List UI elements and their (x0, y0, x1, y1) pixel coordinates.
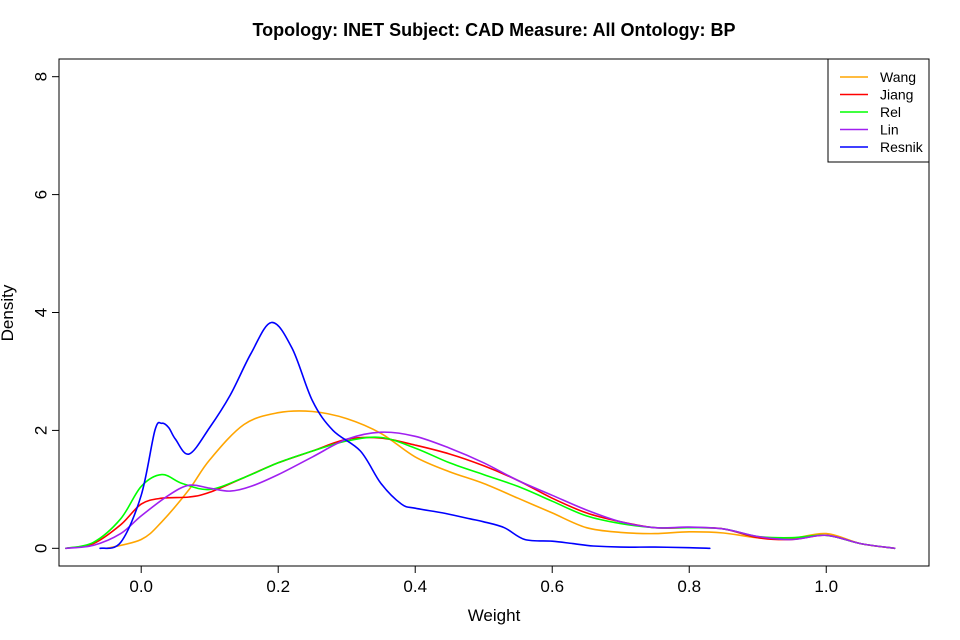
legend-item-resnik: Resnik (840, 139, 924, 155)
y-tick-label: 0 (32, 544, 51, 553)
series-line-resnik (99, 321, 711, 550)
legend-label: Lin (880, 122, 899, 138)
y-tick-label: 8 (32, 72, 51, 81)
chart-title: Topology: INET Subject: CAD Measure: All… (252, 20, 735, 40)
legend-label: Jiang (880, 87, 913, 103)
x-tick-label: 0.6 (540, 577, 564, 596)
legend-item-jiang: Jiang (840, 87, 913, 103)
y-axis: 0 2 4 6 8 (32, 72, 60, 553)
legend-label: Resnik (880, 139, 924, 155)
x-tick-label: 0.0 (129, 577, 153, 596)
y-tick-label: 4 (32, 308, 51, 317)
x-tick-label: 1.0 (814, 577, 838, 596)
series-line-lin (65, 431, 896, 550)
legend-item-lin: Lin (840, 122, 899, 138)
series-layer (65, 321, 896, 550)
series-line-jiang (65, 436, 896, 550)
y-tick-label: 6 (32, 190, 51, 199)
y-axis-label: Density (0, 284, 17, 341)
legend-label: Rel (880, 104, 901, 120)
legend-item-rel: Rel (840, 104, 901, 120)
x-tick-label: 0.8 (677, 577, 701, 596)
x-tick-label: 0.4 (403, 577, 427, 596)
x-axis-label: Weight (468, 606, 521, 625)
legend-label: Wang (880, 69, 916, 85)
legend-frame (827, 58, 930, 163)
x-tick-label: 0.2 (266, 577, 290, 596)
x-axis: 0.0 0.2 0.4 0.6 0.8 1.0 (129, 565, 838, 596)
legend-item-wang: Wang (840, 69, 916, 85)
y-tick-label: 2 (32, 426, 51, 435)
